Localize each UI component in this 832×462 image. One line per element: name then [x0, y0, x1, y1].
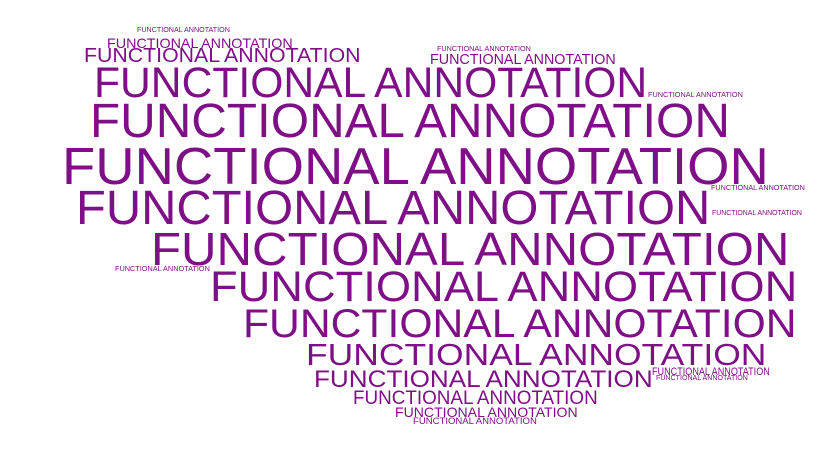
cloud-word: FUNCTIONAL ANNOTATION [430, 51, 616, 68]
cloud-word: FUNCTIONAL ANNOTATION [94, 59, 648, 107]
cloud-word: FUNCTIONAL ANNOTATION [652, 366, 770, 378]
cloud-word: FUNCTIONAL ANNOTATION [90, 95, 730, 148]
cloud-word: FUNCTIONAL ANNOTATION [76, 182, 711, 235]
cloud-word: FUNCTIONAL ANNOTATION [711, 185, 805, 192]
cloud-word: FUNCTIONAL ANNOTATION [413, 416, 537, 426]
cloud-word: FUNCTIONAL ANNOTATION [243, 302, 797, 346]
cloud-word: FUNCTIONAL ANNOTATION [395, 404, 578, 420]
cloud-word: FUNCTIONAL ANNOTATION [210, 263, 798, 311]
cloud-word: FUNCTIONAL ANNOTATION [314, 366, 653, 393]
cloud-word: FUNCTIONAL ANNOTATION [107, 35, 293, 51]
cloud-word: FUNCTIONAL ANNOTATION [306, 337, 767, 372]
cloud-word: FUNCTIONAL ANNOTATION [151, 223, 790, 275]
cloud-word: FUNCTIONAL ANNOTATION [84, 45, 361, 67]
cloud-word: FUNCTIONAL ANNOTATION [353, 388, 598, 409]
cloud-word: FUNCTIONAL ANNOTATION [137, 27, 230, 34]
cloud-word: FUNCTIONAL ANNOTATION [437, 46, 531, 53]
cloud-word: FUNCTIONAL ANNOTATION [656, 375, 748, 382]
cloud-word: FUNCTIONAL ANNOTATION [648, 92, 743, 99]
cloud-word: FUNCTIONAL ANNOTATION [115, 266, 210, 273]
cloud-word: FUNCTIONAL ANNOTATION [62, 138, 769, 196]
cloud-word: FUNCTIONAL ANNOTATION [712, 210, 802, 217]
